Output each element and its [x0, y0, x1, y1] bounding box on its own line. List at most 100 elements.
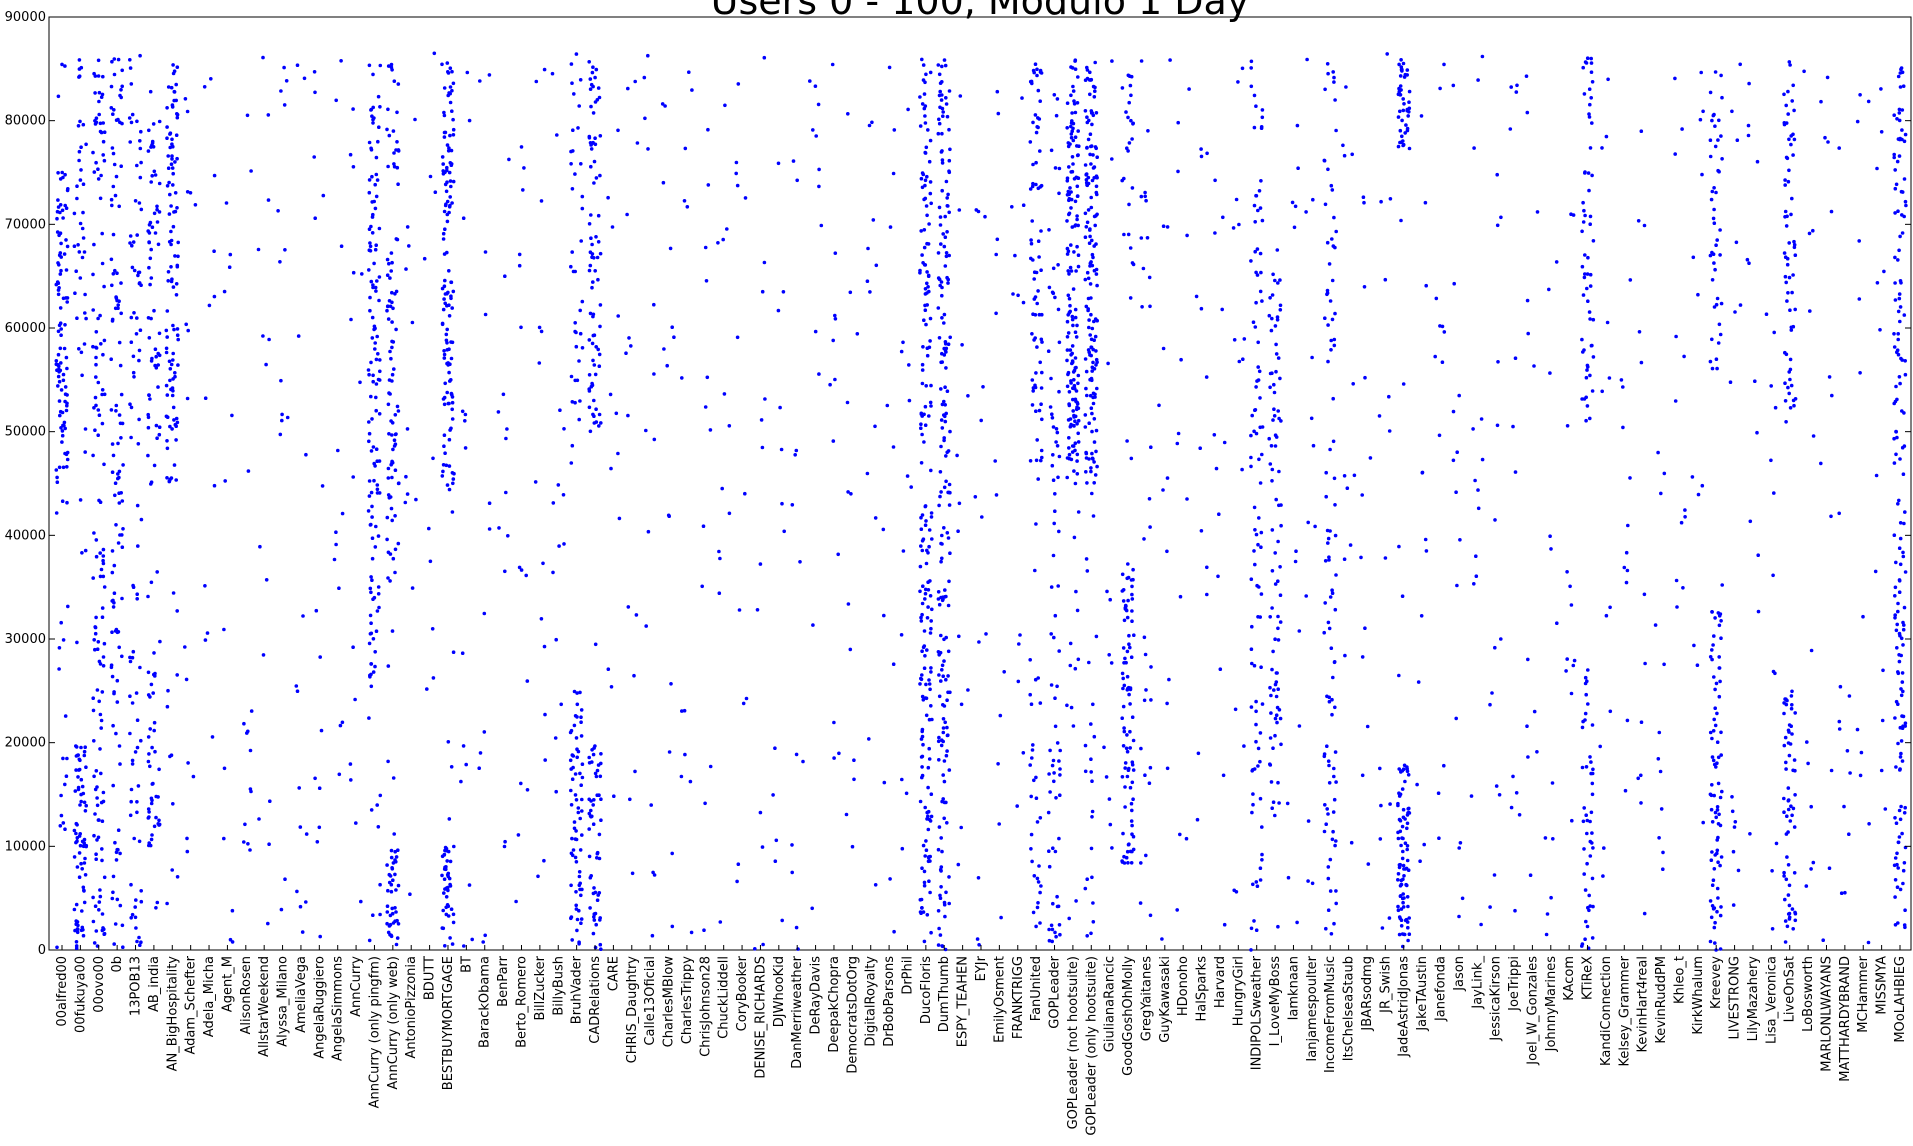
- data-point: [111, 453, 116, 458]
- data-point: [598, 173, 602, 178]
- data-point: [1322, 754, 1327, 759]
- data-point: [1278, 308, 1283, 312]
- data-point: [569, 149, 573, 154]
- data-point: [524, 573, 528, 578]
- data-point: [169, 229, 173, 234]
- data-point: [389, 848, 394, 853]
- data-point: [1731, 849, 1736, 854]
- data-point: [1717, 666, 1722, 670]
- data-point: [1600, 146, 1604, 150]
- data-point: [1084, 386, 1088, 391]
- data-point: [579, 715, 583, 719]
- data-point: [1587, 908, 1591, 913]
- data-point: [1130, 715, 1135, 719]
- data-point: [1785, 855, 1789, 859]
- data-point: [445, 327, 450, 332]
- data-point: [944, 890, 948, 895]
- x-tick-label: LiveOnSat: [1783, 956, 1798, 1022]
- data-point: [940, 131, 944, 136]
- data-point: [65, 465, 69, 469]
- data-point: [937, 758, 941, 762]
- data-point: [1588, 819, 1592, 824]
- data-point: [578, 771, 582, 776]
- data-point: [1016, 679, 1021, 684]
- data-point: [451, 133, 456, 137]
- data-point: [372, 261, 376, 266]
- data-point: [128, 140, 132, 144]
- data-point: [1094, 190, 1099, 195]
- data-point: [1131, 121, 1135, 126]
- data-point: [390, 867, 395, 871]
- data-point: [1783, 183, 1787, 187]
- data-point: [551, 501, 556, 505]
- data-point: [149, 580, 154, 585]
- data-point: [445, 61, 450, 65]
- data-point: [1129, 819, 1134, 823]
- data-point: [922, 412, 926, 417]
- data-point: [440, 322, 445, 327]
- data-point: [1331, 396, 1335, 401]
- data-point: [55, 945, 59, 950]
- data-point: [278, 260, 282, 264]
- data-point: [1402, 874, 1406, 878]
- data-point: [923, 587, 928, 592]
- data-point: [116, 303, 120, 307]
- data-point: [94, 403, 98, 408]
- data-point: [1782, 92, 1786, 97]
- data-point: [1259, 592, 1264, 596]
- data-point: [1399, 843, 1403, 848]
- data-point: [369, 621, 373, 625]
- data-point: [100, 847, 104, 851]
- data-point: [168, 754, 172, 759]
- data-point: [1253, 408, 1257, 413]
- data-point: [1126, 115, 1130, 120]
- data-point: [921, 742, 925, 747]
- data-point: [318, 655, 323, 659]
- data-point: [937, 735, 941, 740]
- data-point: [1258, 731, 1263, 735]
- data-point: [1451, 458, 1456, 463]
- data-point: [1440, 324, 1445, 329]
- y-tick-label: 0: [38, 943, 46, 958]
- data-point: [593, 142, 598, 147]
- data-point: [1398, 128, 1403, 133]
- data-point: [1034, 775, 1038, 780]
- data-point: [1715, 761, 1719, 765]
- data-point: [102, 392, 107, 397]
- data-point: [55, 209, 60, 214]
- data-point: [1073, 397, 1078, 402]
- x-tick-label: GoodGoshOhMolly: [1121, 956, 1136, 1076]
- data-point: [1605, 320, 1610, 325]
- data-point: [1028, 763, 1032, 767]
- data-point: [376, 94, 381, 99]
- data-point: [120, 84, 124, 89]
- data-point: [167, 479, 172, 484]
- data-point: [128, 66, 133, 70]
- data-point: [598, 303, 603, 307]
- data-point: [947, 253, 951, 258]
- data-point: [55, 230, 60, 234]
- data-point: [1565, 657, 1569, 661]
- data-point: [923, 308, 928, 313]
- data-point: [596, 240, 601, 244]
- data-point: [1259, 179, 1263, 183]
- data-point: [442, 444, 446, 449]
- data-point: [1052, 771, 1056, 775]
- data-point: [1068, 663, 1073, 668]
- data-point: [1858, 371, 1862, 375]
- data-point: [1127, 202, 1131, 207]
- data-point: [865, 279, 870, 284]
- data-point: [170, 137, 174, 142]
- data-point: [1258, 759, 1262, 764]
- data-point: [1085, 146, 1089, 150]
- data-point: [1269, 780, 1274, 784]
- data-point: [153, 749, 157, 754]
- data-point: [386, 64, 391, 68]
- data-point: [57, 233, 61, 238]
- data-point: [574, 798, 579, 802]
- data-point: [284, 79, 289, 83]
- data-point: [940, 556, 944, 561]
- data-point: [1084, 450, 1088, 455]
- data-point: [317, 786, 322, 790]
- data-point: [849, 492, 853, 496]
